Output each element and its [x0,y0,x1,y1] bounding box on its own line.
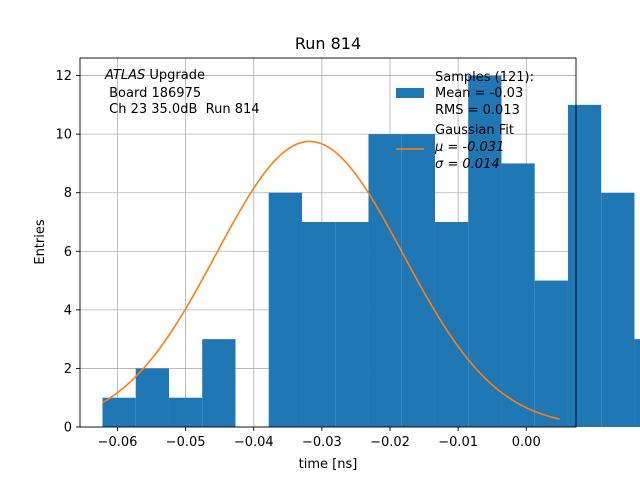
y-tick-label: 6 [64,245,72,260]
legend-samples-rms: RMS = 0.013 [435,103,520,118]
legend-fit-sigma: σ = 0.014 [435,157,500,172]
annotation-suffix: Upgrade [145,68,205,83]
y-tick-label: 0 [64,421,72,436]
histogram-bar [501,163,535,427]
legend-samples-patch [396,88,424,98]
histogram-bar [434,222,469,427]
y-tick-label: 8 [64,186,72,201]
y-axis-ticks: 0 2 4 6 8 10 12 [55,69,80,436]
y-tick-label: 10 [55,128,72,143]
x-tick-label: −0.03 [302,435,342,450]
histogram-bar [468,75,502,428]
y-tick-label: 12 [55,69,72,84]
x-tick-label: −0.02 [370,435,410,450]
legend-samples-title: Samples (121): [435,70,534,85]
legend-samples-mean: Mean = -0.03 [435,86,523,101]
histogram-bars [102,75,640,428]
legend: Samples (121): Mean = -0.03 RMS = 0.013 … [396,70,534,172]
y-tick-label: 2 [64,362,72,377]
histogram-bar [102,397,136,427]
legend-fit-mu: μ = -0.031 [434,140,504,155]
histogram-bar [634,339,640,427]
annotation-channel-run: Ch 23 35.0dB Run 814 [105,102,260,117]
histogram-bar [135,368,169,427]
x-axis-ticks: −0.06 −0.05 −0.04 −0.03 −0.02 −0.01 0.00 [98,427,541,450]
legend-fit-title: Gaussian Fit [435,123,514,138]
gaussian-fit-line [102,140,560,420]
histogram-bar [301,222,336,427]
histogram-bar [567,104,602,427]
histogram-bar [268,192,302,427]
histogram-bar [202,339,236,427]
x-tick-label: −0.04 [234,435,274,450]
x-tick-label: −0.05 [166,435,206,450]
x-tick-label: −0.01 [438,435,478,450]
chart-title: Run 814 [295,34,361,53]
histogram-bar [534,280,568,427]
annotation-experiment: ATLAS [104,68,145,83]
annotation-board: Board 186975 [105,86,201,101]
annotation-line-1: ATLAS Upgrade [104,68,205,83]
x-tick-label: 0.00 [512,435,541,450]
histogram-bar [368,134,402,427]
x-axis-label: time [ns] [299,457,358,472]
x-tick-label: −0.06 [98,435,138,450]
y-axis-label: Entries [33,219,48,265]
atlas-annotation: ATLAS Upgrade Board 186975 Ch 23 35.0dB … [104,68,260,117]
y-tick-label: 4 [64,303,72,318]
histogram-bar [335,222,369,427]
histogram-bar [168,397,203,427]
plot-frame [79,57,577,428]
histogram-bar [601,192,635,427]
